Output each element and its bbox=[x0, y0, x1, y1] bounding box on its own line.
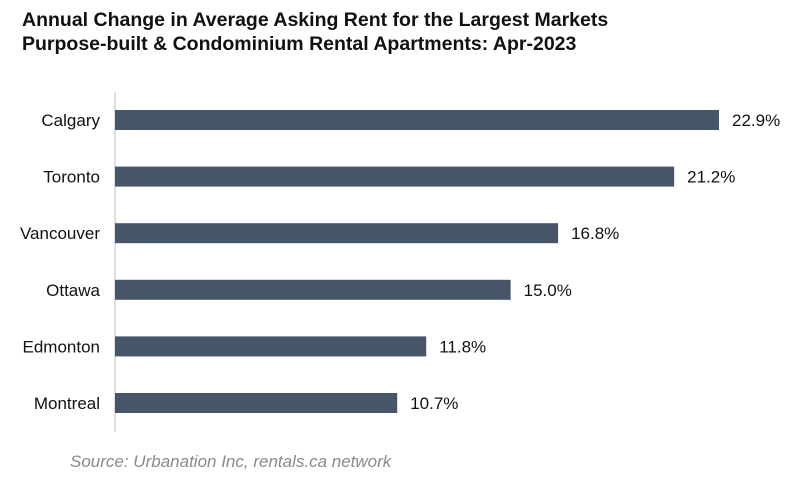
category-label-montreal: Montreal bbox=[34, 394, 100, 413]
bar-group-vancouver: Vancouver 16.8% bbox=[20, 223, 619, 244]
data-label-edmonton: 11.8% bbox=[439, 337, 486, 356]
data-label-ottawa: 15.0% bbox=[524, 281, 572, 300]
bar-vancouver bbox=[115, 223, 559, 244]
bar-group-ottawa: Ottawa 15.0% bbox=[46, 279, 572, 300]
category-label-vancouver: Vancouver bbox=[20, 224, 100, 243]
chart-title: Annual Change in Average Asking Rent for… bbox=[22, 8, 608, 56]
bar-group-calgary: Calgary 22.9% bbox=[41, 110, 780, 130]
data-label-vancouver: 16.8% bbox=[571, 224, 619, 243]
data-label-montreal: 10.7% bbox=[410, 394, 458, 413]
category-label-ottawa: Ottawa bbox=[46, 281, 100, 300]
chart-title-line-1: Annual Change in Average Asking Rent for… bbox=[22, 9, 609, 31]
bar-group-montreal: Montreal 10.7% bbox=[34, 393, 458, 413]
bar-ottawa bbox=[115, 279, 511, 300]
category-label-edmonton: Edmonton bbox=[23, 337, 101, 356]
source-note: Source: Urbanation Inc, rentals.ca netwo… bbox=[70, 452, 392, 471]
category-label-calgary: Calgary bbox=[41, 111, 100, 130]
category-label-toronto: Toronto bbox=[43, 168, 100, 187]
bar-group-edmonton: Edmonton 11.8% bbox=[23, 336, 486, 357]
bar-toronto bbox=[115, 166, 675, 187]
data-label-calgary: 22.9% bbox=[732, 111, 780, 130]
bar-edmonton bbox=[115, 336, 427, 357]
chart-title-line-2: Purpose-built & Condominium Rental Apart… bbox=[22, 33, 577, 55]
bar-calgary bbox=[115, 110, 719, 130]
bar-montreal bbox=[115, 393, 398, 413]
data-label-toronto: 21.2% bbox=[687, 168, 735, 187]
bar-group-toronto: Toronto 21.2% bbox=[43, 166, 735, 187]
